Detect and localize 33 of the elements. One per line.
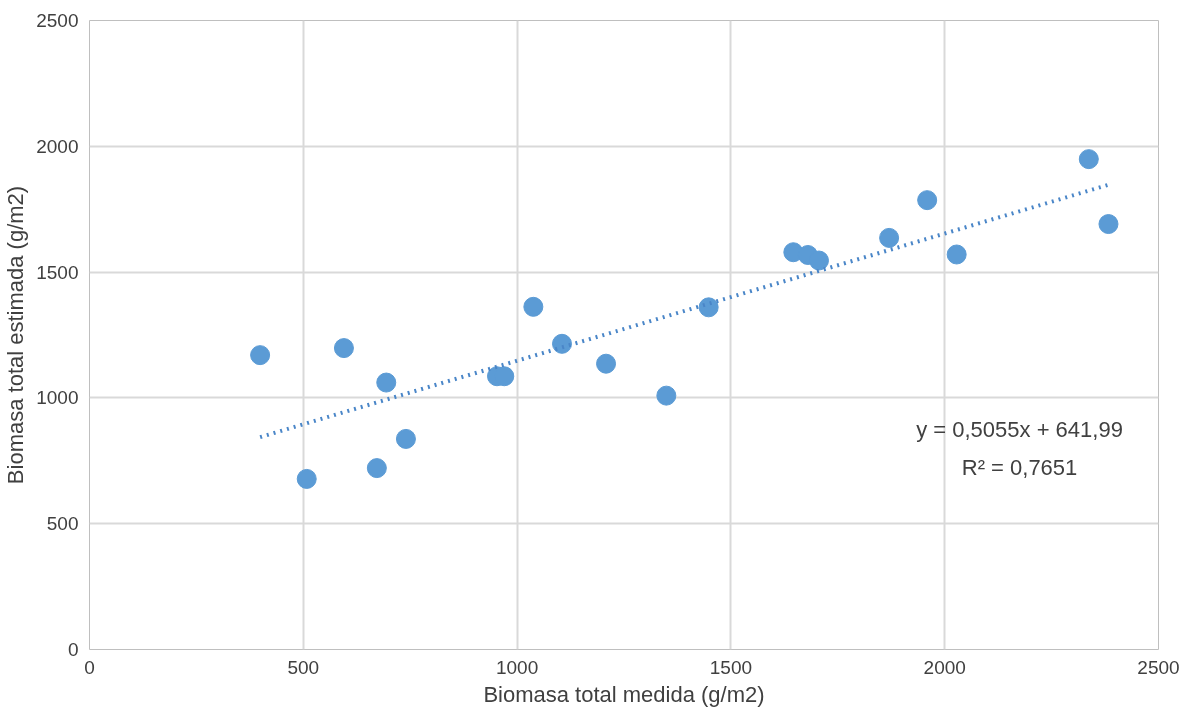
x-tick-label: 1500 (709, 656, 753, 678)
point (296, 468, 317, 489)
point (946, 244, 967, 265)
point (552, 333, 572, 354)
x-tick-label: 2000 (923, 656, 966, 678)
point (656, 385, 677, 406)
point (523, 296, 544, 317)
annotation: R² = 0,7651 (961, 454, 1078, 480)
y-tick-label: 1000 (36, 387, 79, 409)
point (698, 297, 719, 318)
x-tick-label: 2500 (1137, 656, 1180, 678)
point (1098, 214, 1119, 235)
x-tick-label: 500 (287, 656, 320, 678)
point (395, 428, 416, 449)
y-tick-label: 0 (67, 639, 79, 660)
point (250, 345, 271, 366)
point (879, 227, 900, 248)
y-tick-label: 1500 (36, 261, 79, 283)
y-axis-title: Biomasa total estimada (g/m2) (3, 185, 29, 485)
annotation: y = 0,5055x + 641,99 (916, 416, 1123, 442)
point (917, 190, 938, 211)
y-tick-label: 2000 (36, 135, 79, 157)
point (1078, 149, 1099, 170)
point (596, 353, 617, 374)
point (376, 372, 397, 393)
x-tick-label: 0 (84, 656, 95, 678)
point (366, 458, 387, 479)
point (808, 250, 829, 271)
x-axis-title: Biomasa total medida (g/m2) (483, 681, 765, 707)
y-tick-label: 500 (46, 513, 79, 535)
x-tick-label: 1000 (495, 656, 539, 678)
y-tick-label: 2500 (36, 10, 79, 31)
point (333, 338, 354, 359)
